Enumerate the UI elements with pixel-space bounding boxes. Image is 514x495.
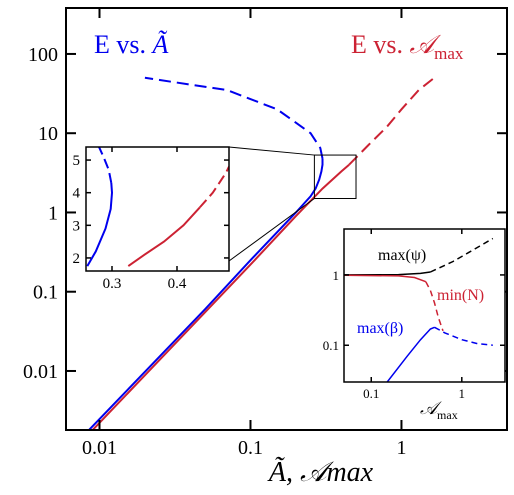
zoom-indicator-box bbox=[313, 154, 357, 200]
norms-series-3-solid-line bbox=[386, 326, 435, 382]
zoom-xtick-label: 0.4 bbox=[168, 276, 187, 292]
norms-inset: 0.1 1 0.1 1 bbox=[323, 228, 506, 401]
main-frame bbox=[65, 7, 508, 431]
x-axis-label: Ã, 𝒜max bbox=[267, 457, 374, 488]
main-series-1-dashed-line bbox=[144, 76, 324, 159]
norms-series-2-dashed-line bbox=[425, 281, 444, 332]
zoom-xtick-label: 0.3 bbox=[103, 276, 122, 292]
norms-series-1-solid-line bbox=[344, 271, 431, 276]
zoom-connector-top bbox=[228, 146, 315, 156]
main-ytick-label: 100 bbox=[28, 44, 58, 66]
zoom-ytick-label: 3 bbox=[73, 218, 81, 234]
norms-inset-xlabel: 𝒜max bbox=[420, 398, 458, 422]
zoom-ytick-label: 4 bbox=[73, 186, 81, 202]
main-series-2-dashed-line bbox=[348, 77, 435, 166]
norms-ytick-label: 0.1 bbox=[323, 338, 339, 353]
zoom-series-1-dashed-line bbox=[98, 147, 113, 184]
norms-series-1-dashed-line bbox=[430, 237, 494, 273]
main-series-2-solid-line bbox=[91, 163, 350, 430]
min-n-label: min(N) bbox=[437, 287, 484, 304]
zoom-series-1-solid-line bbox=[86, 182, 114, 267]
main-ytick-label: 1 bbox=[48, 202, 58, 224]
main-xtick-label: 0.1 bbox=[238, 437, 263, 459]
red-series-label: E vs. 𝒜max bbox=[351, 30, 464, 63]
blue-series-label: E vs. Ã bbox=[94, 30, 169, 59]
norms-xtick-label: 1 bbox=[459, 386, 466, 401]
main-xtick-label: 0.01 bbox=[82, 437, 117, 459]
main-xtick-label: 1 bbox=[396, 437, 406, 459]
max-psi-label: max(ψ) bbox=[378, 247, 426, 264]
max-beta-label: max(β) bbox=[357, 320, 403, 337]
zoom-series-2-dashed-line bbox=[199, 166, 229, 209]
norms-series-3-dashed-line bbox=[434, 326, 493, 346]
zoom-curves bbox=[86, 147, 229, 267]
norms-curves bbox=[344, 237, 494, 382]
norms-ytick-label: 1 bbox=[333, 268, 340, 283]
norms-xtick-label: 0.1 bbox=[363, 386, 379, 401]
zoom-series-2-solid-line bbox=[127, 206, 201, 267]
main-ytick-label: 0.1 bbox=[33, 282, 58, 304]
main-ytick-label: 0.01 bbox=[23, 361, 58, 383]
zoom-ytick-label: 2 bbox=[73, 251, 81, 267]
norms-inset-background bbox=[344, 229, 505, 382]
zoom-inset: 0.3 0.4 2 3 4 5 bbox=[73, 146, 357, 292]
main-series-1-solid-line bbox=[87, 158, 324, 430]
zoom-connector-bottom bbox=[228, 198, 315, 262]
norms-frame bbox=[343, 228, 506, 383]
norms-series-2-solid-line bbox=[344, 274, 427, 283]
zoom-frame bbox=[85, 146, 230, 272]
main-curves bbox=[87, 76, 435, 430]
zoom-ytick-label: 5 bbox=[73, 153, 81, 169]
main-ytick-label: 10 bbox=[38, 123, 58, 145]
